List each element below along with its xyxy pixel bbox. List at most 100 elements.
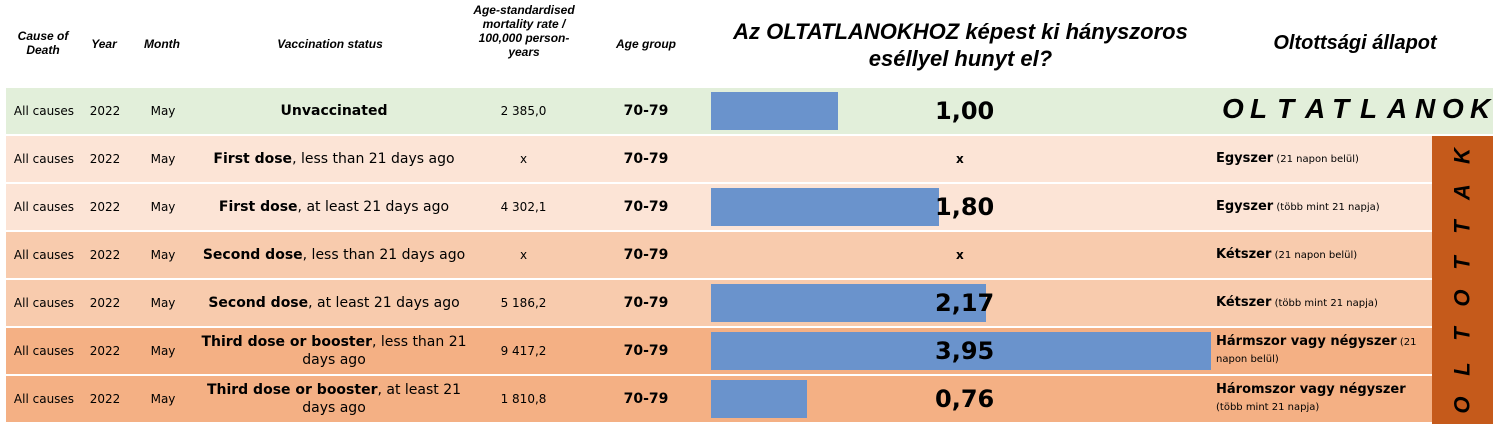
cell-month: May [150,152,176,166]
group-label-letter: O [1222,93,1244,124]
hu-status-sub: (több mint 21 napja) [1216,402,1320,413]
cell-year: 2022 [89,152,121,166]
data-label-ratio: x [956,152,964,166]
cell-cause: All causes [13,152,75,166]
table-row: All causes 2022 May Second dose, at least 2… [6,280,1432,326]
data-label-ratio: 0,76 [935,385,995,413]
header-hu-status: Oltottsági állapot [1273,32,1437,54]
cell-year: 2022 [89,392,121,406]
status-rest: , less than 21 days ago [302,247,466,263]
cell-mortality-rate: 9 417,2 [500,344,547,358]
vaccinated-group-box [1432,136,1493,424]
cell-vaccination-status: Second dose, at least 21 days ago [198,280,470,326]
cell-hu-status: Egyszer (21 napon belül) [1216,136,1431,182]
cell-age-group: 70-79 [623,295,669,311]
cell-vaccination-status: Third dose or booster, less than 21 days… [198,328,470,374]
status-bold: First dose [218,199,298,215]
cell-hu-status: Kétszer (21 napon belül) [1216,232,1431,278]
status-rest: , at least 21 days ago [302,382,462,416]
header-age-group: Age group [616,37,676,51]
chart-title: Az OLTATLANOKHOZ képest ki hányszoros es… [733,19,1188,71]
cell-year: 2022 [89,248,121,262]
cell-age-group: 70-79 [623,247,669,263]
cell-year: 2022 [89,104,121,118]
data-label-ratio: 1,80 [935,193,995,221]
cell-mortality-rate: x [519,248,528,262]
data-label-ratio: x [956,248,964,262]
data-label-ratio: 3,95 [935,337,995,365]
chart-bar [711,332,1211,370]
cell-vaccination-status: Unvaccinated [198,88,470,134]
status-text: Unvaccinated [281,102,388,120]
cell-cause: All causes [13,296,75,310]
table-row: All causes 2022 May Third dose or booster, … [6,376,1432,422]
status-text: Third dose or booster, at least 21 days … [198,381,470,417]
chart-bar [711,380,807,418]
cell-cause: All causes [13,200,75,214]
cell-month: May [150,248,176,262]
cell-mortality-rate: x [519,152,528,166]
header-vaccination-status: Vaccination status [277,37,383,51]
status-rest: , less than 21 days ago [292,151,455,167]
cell-mortality-rate: 2 385,0 [500,104,547,118]
cell-vaccination-status: Second dose, less than 21 days ago [198,232,470,278]
cell-mortality-rate: 4 302,1 [500,200,547,214]
group-label-letter: T [1277,93,1295,124]
table-row: All causes 2022 May Third dose or booster, … [6,328,1432,374]
hu-status-text: Egyszer (több mint 21 napja) [1216,199,1431,216]
hu-status-sub: (21 napon belül) [1271,249,1358,261]
cell-age-group: 70-79 [623,391,669,407]
status-bold: Third dose or booster [206,382,378,398]
hu-status-sub: (21 napon belül) [1273,153,1359,165]
cell-month: May [150,344,176,358]
status-rest: , at least 21 days ago [308,295,460,311]
hu-status-text: Egyszer (21 napon belül) [1216,151,1431,168]
hu-status-text: Kétszer (21 napon belül) [1216,247,1431,264]
header-month: Month [144,37,180,51]
group-label-letter: K [1470,93,1491,124]
cell-hu-status: Egyszer (több mint 21 napja) [1216,184,1431,230]
cell-hu-status: Háromszor vagy négyszer (több mint 21 na… [1216,376,1431,422]
header-cause: Cause of Death [17,29,69,57]
status-rest: , at least 21 days ago [297,199,450,215]
cell-cause: All causes [13,344,75,358]
cell-year: 2022 [89,344,121,358]
cell-mortality-rate: 1 810,8 [500,392,547,406]
cell-mortality-rate: 5 186,2 [500,296,547,310]
hu-status-main: Hármszor vagy négyszer [1216,334,1397,349]
status-text: Second dose, at least 21 days ago [208,294,459,312]
hu-status-main: Egyszer [1216,150,1274,166]
hu-status-sub: (több mint 21 napja) [1271,297,1378,309]
status-bold: Third dose or booster [201,334,372,350]
cell-age-group: 70-79 [623,343,669,359]
status-rest: , less than 21 days ago [302,334,467,368]
status-text: Third dose or booster, less than 21 days… [198,333,470,369]
hu-status-main: Egyszer [1216,198,1274,214]
chart-bar [711,188,939,226]
cell-age-group: 70-79 [623,151,669,167]
cell-hu-status: Kétszer (több mint 21 napja) [1216,280,1431,326]
table-row: All causes 2022 May First dose, less than 2… [6,136,1432,182]
group-label-letter: A [1305,93,1326,124]
status-text: First dose, at least 21 days ago [219,198,449,216]
status-bold: First dose [213,151,293,167]
group-label-letter: K [1449,148,1475,164]
group-label-letter: A [1387,93,1408,124]
cell-age-group: 70-79 [623,103,669,119]
data-label-ratio: 2,17 [935,289,995,317]
group-label-letter: O [1442,93,1464,124]
table-row: All causes 2022 May First dose, at least 21… [6,184,1432,230]
hu-status-sub: (21 napon belül) [1216,337,1417,365]
cell-month: May [150,200,176,214]
cell-month: May [150,392,176,406]
group-label-letter: T [1332,93,1350,124]
data-label-ratio: 1,00 [935,97,995,125]
table-row: All causes 2022 May Second dose, less than … [6,232,1432,278]
cell-month: May [150,296,176,310]
hu-status-sub: (több mint 21 napja) [1273,201,1380,213]
header-year: Year [91,37,117,51]
cell-year: 2022 [89,296,121,310]
hu-status-text: Hármszor vagy négyszer (21 napon belül) [1216,334,1431,368]
hu-status-main: Kétszer [1216,246,1272,262]
cell-hu-status: Hármszor vagy négyszer (21 napon belül) [1216,328,1431,374]
